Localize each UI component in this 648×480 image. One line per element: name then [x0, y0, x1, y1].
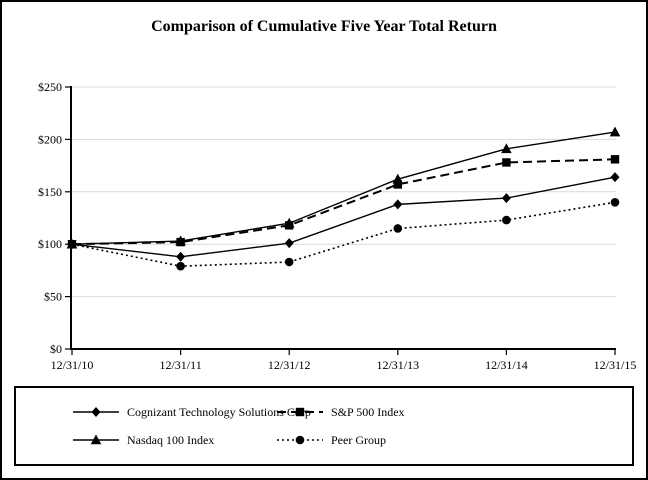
data-point	[295, 407, 305, 417]
data-point	[393, 224, 403, 233]
x-tick-label: 12/31/15	[594, 358, 637, 372]
data-point	[502, 215, 511, 225]
legend-label: S&P 500 Index	[331, 404, 405, 419]
triangle-marker-swatch	[73, 434, 119, 445]
legend-item-nasdaq-100-index: Nasdaq 100 Index	[73, 432, 277, 448]
series-line-cognizant-technology-solutions-corp	[71, 176, 616, 258]
x-tick-label: 12/31/10	[51, 358, 94, 372]
data-point	[176, 261, 185, 271]
legend-item-peer-group: Peer Group	[277, 432, 632, 448]
series-line-nasdaq-100-index	[71, 131, 616, 245]
data-point	[501, 143, 512, 154]
y-tick-label: $150	[38, 185, 62, 199]
data-point	[295, 435, 305, 445]
data-point	[610, 172, 620, 183]
legend-label: Peer Group	[331, 432, 386, 447]
data-point	[393, 180, 402, 189]
square-marker-swatch	[277, 407, 323, 417]
data-point	[609, 126, 621, 137]
y-tick-label: $250	[38, 80, 62, 94]
y-tick-label: $200	[38, 132, 62, 146]
data-point	[67, 240, 77, 249]
series-line-s-p-500-index	[71, 158, 616, 246]
legend-item-s-p-500-index: S&P 500 Index	[277, 404, 632, 420]
data-point	[284, 238, 294, 249]
x-tick-label: 12/31/11	[159, 358, 201, 372]
data-point	[176, 251, 186, 262]
circle-marker-swatch	[277, 435, 323, 445]
data-point	[285, 221, 294, 230]
x-tick-label: 12/31/12	[268, 358, 311, 372]
data-point	[284, 257, 294, 267]
legend-label: Nasdaq 100 Index	[127, 432, 215, 447]
x-tick-label: 12/31/13	[376, 358, 419, 372]
y-tick-label: $50	[44, 290, 62, 304]
legend-label: Cognizant Technology Solutions Corp	[127, 404, 311, 419]
data-point	[501, 193, 511, 204]
x-tick-label: 12/31/14	[485, 358, 528, 372]
data-point	[176, 237, 185, 247]
chart-title: Comparison of Cumulative Five Year Total…	[151, 18, 497, 35]
y-tick-label: $0	[50, 342, 62, 356]
series-line-peer-group	[71, 201, 616, 268]
data-point	[610, 197, 620, 207]
y-tick-label: $100	[38, 237, 62, 251]
data-point	[610, 155, 620, 164]
line-chart: $0 $50 $100 $150 $200 $250 12/31/10 12/31/11 12/…	[38, 80, 637, 372]
legend-item-cognizant-technology-solutions-corp: Cognizant Technology Solutions Corp	[73, 404, 311, 420]
chart-legend: Cognizant Technology Solutions Corp S&P 5…	[14, 386, 634, 466]
diamond-marker-swatch	[73, 407, 119, 417]
data-point	[90, 434, 102, 445]
data-point	[502, 158, 511, 167]
data-point	[91, 407, 101, 417]
data-point	[393, 199, 403, 210]
